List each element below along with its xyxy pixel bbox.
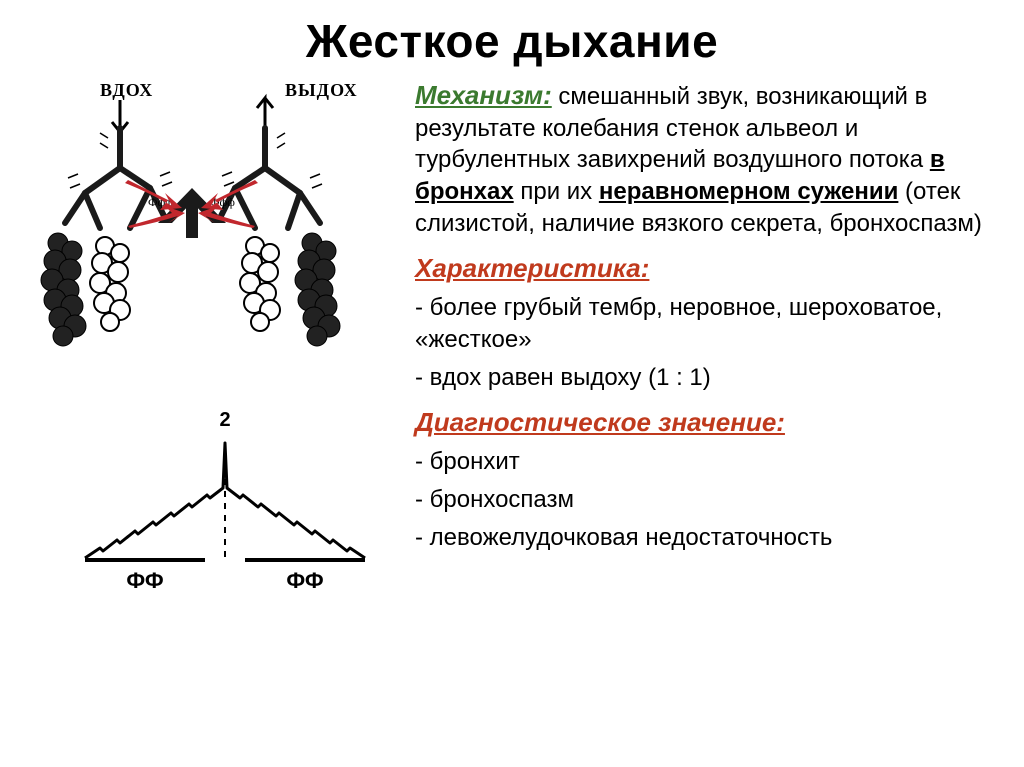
characteristics-item-0: - более грубый тембр, неровное, шерохова… (415, 292, 999, 355)
mechanism-text-mid: при их (514, 178, 599, 205)
characteristics-item-1: - вдох равен выдоху (1 : 1) (415, 362, 999, 394)
waveform-diagram: 2 ФФ ФФ (65, 408, 385, 598)
slide: Жесткое дыхание ВДОХ ВЫДОХ (0, 0, 1024, 767)
right-bronchus (220, 128, 320, 228)
right-column: Механизм: смешанный звук, возникающий в … (410, 78, 1004, 757)
waveform-right-label: ФФ (286, 568, 323, 593)
characteristics-heading: Характеристика: (415, 253, 999, 284)
left-column: ВДОХ ВЫДОХ (20, 78, 410, 757)
mechanism-heading: Механизм: (415, 80, 552, 110)
alveoli-cluster-left-inner (90, 237, 130, 331)
content-row: ВДОХ ВЫДОХ (20, 78, 1004, 757)
diagnostic-item-2: - левожелудочковая недостаточность (415, 522, 999, 554)
alveoli-cluster-right-outer (295, 233, 340, 346)
label-exhale: ВЫДОХ (285, 80, 358, 100)
alveoli-cluster-left-outer (41, 233, 86, 346)
label-inhale: ВДОХ (100, 80, 153, 100)
mechanism-u2: неравномерном сужении (599, 178, 899, 205)
bronchi-diagram: ВДОХ ВЫДОХ (30, 78, 390, 378)
waveform-number: 2 (219, 409, 230, 431)
mechanism-block: Механизм: смешанный звук, возникающий в … (415, 78, 999, 239)
alveoli-cluster-right-inner (240, 237, 280, 331)
diagnostic-item-1: - бронхоспазм (415, 484, 999, 516)
diagnostic-item-0: - бронхит (415, 446, 999, 478)
slide-title: Жесткое дыхание (20, 14, 1004, 68)
left-bronchus (65, 128, 165, 228)
center-stem (186, 198, 198, 238)
waveform-left-label: ФФ (126, 568, 163, 593)
diagnostic-heading: Диагностическое значение: (415, 407, 999, 438)
